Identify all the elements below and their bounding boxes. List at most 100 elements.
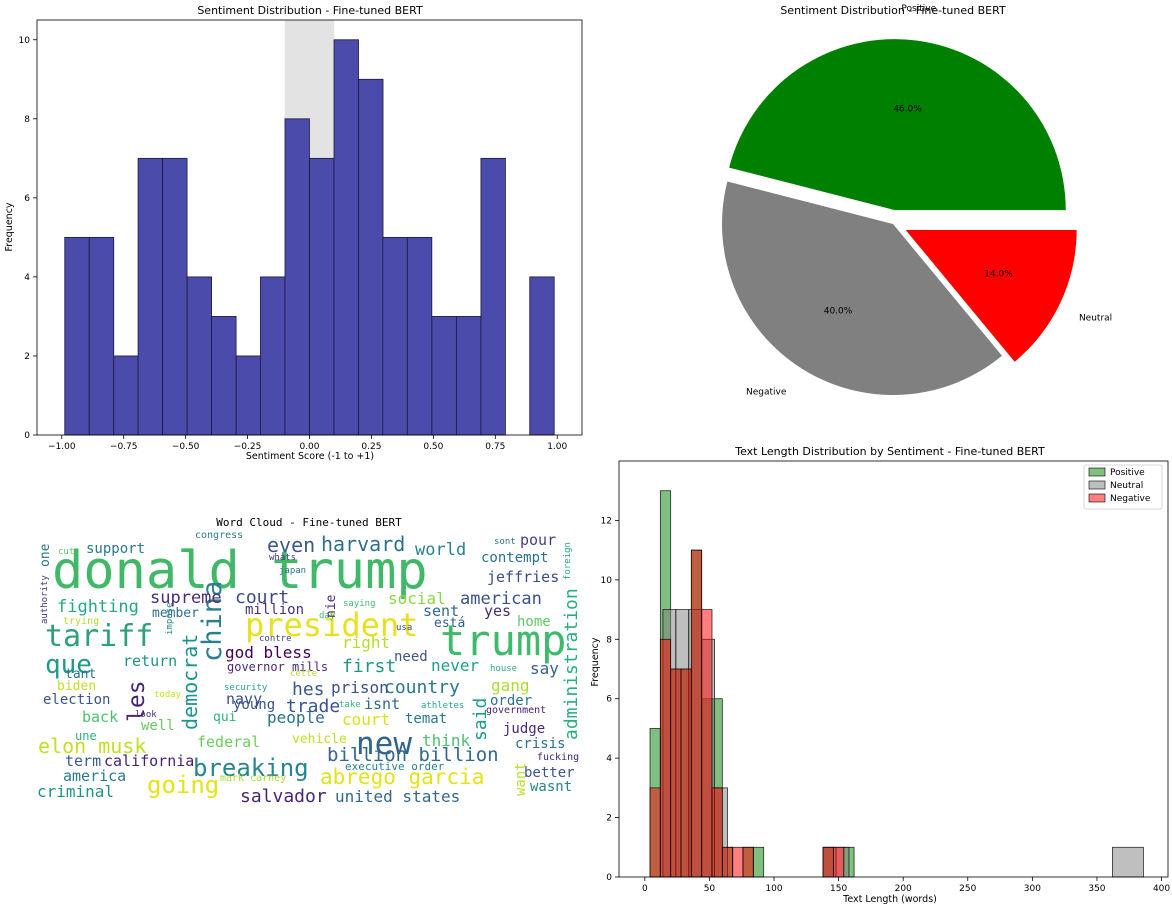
word: right [342, 633, 390, 652]
word: foreign [563, 542, 573, 580]
histogram-bar [162, 157, 188, 436]
word: nie [324, 594, 339, 618]
word: united states [335, 787, 460, 806]
word: contre [259, 634, 292, 644]
word: donald trump [52, 541, 428, 601]
pie-slice-negative [721, 181, 1002, 396]
word: biden [57, 679, 96, 694]
y-tick-label: 6 [606, 695, 612, 705]
x-tick-label: 250 [959, 884, 976, 894]
histogram-bar [88, 236, 115, 436]
word: american [460, 589, 542, 609]
y-tick-label: 8 [606, 635, 612, 645]
word: está [434, 616, 465, 631]
y-tick-label: 10 [19, 36, 31, 46]
y-tick-label: 0 [24, 431, 30, 441]
word: breaking [193, 754, 309, 782]
word: une [75, 729, 97, 743]
legend-label: Negative [1110, 494, 1151, 504]
x-tick-label: 0.75 [485, 442, 505, 452]
bar-negative [833, 846, 845, 878]
histogram-bar [333, 39, 359, 436]
histogram-y-axis-label: Frequency [4, 202, 15, 251]
histogram-bar [382, 236, 408, 436]
x-tick-label: −0.50 [172, 442, 200, 452]
sentiment-pie-chart: Sentiment Distribution - Fine-tuned BERT… [721, 4, 1112, 398]
word: sont [494, 537, 516, 547]
y-tick-label: 6 [24, 194, 30, 204]
word: authority [40, 575, 50, 624]
x-tick-label: 50 [704, 884, 716, 894]
word: que [45, 650, 92, 680]
word: judge [503, 721, 545, 737]
word: elon musk [38, 734, 146, 758]
legend-label: Neutral [1110, 481, 1143, 491]
bar-negative [659, 638, 672, 878]
word: better [524, 765, 575, 781]
bar-negative [680, 668, 692, 878]
word: look [135, 710, 157, 720]
word: first [342, 656, 396, 677]
x-tick-label: 1.00 [547, 442, 567, 452]
histogram-bar [211, 316, 237, 436]
word-cloud-title: Word Cloud - Fine-tuned BERT [216, 516, 402, 529]
word: pour [520, 531, 556, 549]
word: world [415, 540, 466, 560]
sentiment-histogram: Sentiment Distribution - Fine-tuned BERT… [4, 4, 583, 462]
histogram-bar [284, 118, 310, 436]
y-tick-label: 4 [24, 273, 30, 283]
word: salvador [240, 786, 327, 807]
word: day [319, 611, 336, 621]
pie-percent-label: 14.0% [984, 270, 1013, 280]
word: governor mills [227, 660, 328, 674]
bar-positive [752, 846, 765, 878]
word: harvard [321, 532, 405, 556]
word: whats [269, 553, 296, 563]
y-tick-label: 8 [24, 115, 30, 125]
pie-percent-label: 46.0% [893, 104, 922, 114]
word: court [342, 710, 390, 729]
histogram-bar [186, 276, 212, 436]
word: said [470, 698, 491, 741]
histogram-bar [456, 316, 482, 436]
histogram-bar [260, 276, 286, 436]
histogram-bar [235, 355, 262, 436]
bar-neutral [1112, 846, 1144, 878]
x-tick-label: 400 [1153, 884, 1170, 894]
word: prison [331, 678, 389, 697]
word: election [43, 692, 110, 708]
word: wasnt [530, 779, 572, 795]
histogram-bar [406, 236, 433, 436]
word: tant [65, 667, 96, 682]
word: take [339, 700, 361, 710]
histogram-bar [113, 355, 139, 436]
word: billion billion [327, 744, 499, 766]
bar-negative [711, 787, 723, 878]
x-tick-label: 0.25 [361, 442, 381, 452]
word: vehicle [292, 732, 347, 747]
word: order [490, 693, 532, 709]
word: congress [195, 530, 243, 541]
word: democrat [178, 634, 202, 730]
word: trying [63, 616, 99, 627]
word: home [517, 614, 551, 630]
legend-label: Positive [1110, 468, 1145, 478]
word: japan [279, 566, 306, 576]
histogram-x-axis-label: Sentiment Score (-1 to +1) [246, 451, 374, 462]
x-tick-label: −0.25 [234, 442, 262, 452]
y-tick-label: 0 [606, 873, 612, 883]
x-tick-label: 200 [895, 884, 912, 894]
bar-negative [732, 846, 744, 878]
word: back [82, 708, 118, 726]
text-length-x-axis-label: Text Length (words) [842, 894, 937, 905]
text-length-title: Text Length Distribution by Sentiment - … [734, 445, 1045, 458]
legend: Positive Neutral Negative [1083, 464, 1163, 510]
word: contempt [481, 550, 548, 566]
word: crisis [515, 736, 566, 752]
word: navy [226, 690, 262, 708]
word: need [394, 649, 428, 665]
bar-negative [721, 846, 734, 878]
bar-negative [742, 846, 754, 878]
pie-slice-label: Neutral [1079, 314, 1112, 324]
word: supreme [150, 588, 222, 608]
